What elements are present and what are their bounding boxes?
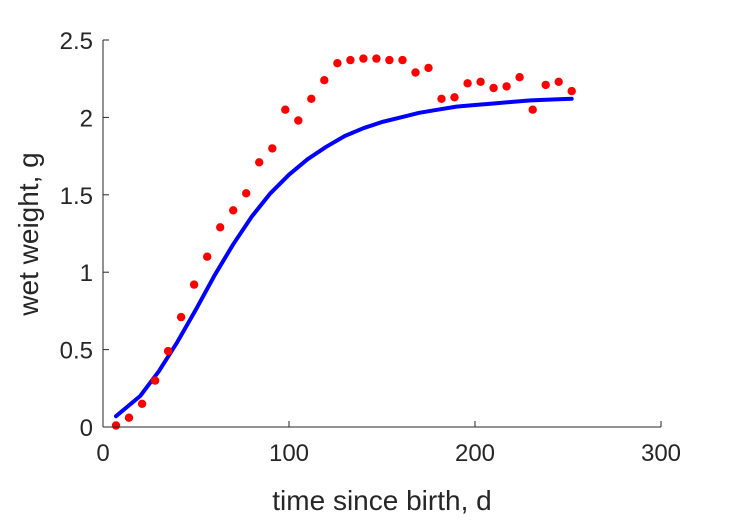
x-tick-label: 0 [96,440,109,467]
data-point [502,82,511,91]
x-tick-label: 300 [641,440,681,467]
data-point [294,116,303,125]
data-point [463,79,472,88]
data-point [150,376,160,385]
data-point [229,206,238,215]
data-point [528,105,537,114]
data-point [411,68,420,77]
y-tick-label: 0 [80,415,93,442]
data-point [489,83,498,93]
y-tick-label: 1 [80,260,93,287]
x-tick-label: 200 [455,440,495,467]
data-point [385,55,394,65]
y-tick-labels: 0 0.5 1 1.5 2 2.5 [60,28,93,442]
data-point [437,94,446,104]
data-point [203,252,212,261]
y-tick-label: 0.5 [60,338,93,365]
data-point [541,80,550,90]
data-point [189,280,199,289]
data-point [554,77,563,87]
data-point [476,77,485,87]
data-point [450,93,459,102]
data-point [307,94,316,104]
y-tick-label: 2.5 [60,28,93,55]
model-fit-line [114,96,574,419]
data-point [124,413,134,422]
data-point [268,144,277,153]
data-point [216,223,225,232]
y-tick-label: 2 [80,105,93,132]
data-point [515,73,524,82]
data-point [359,54,368,63]
data-point [424,63,433,73]
data-point [137,399,147,408]
data-point [398,55,407,65]
data-point [111,421,121,430]
data-point [346,55,355,65]
data-point [281,105,290,114]
x-axis-label: time since birth, d [272,485,491,516]
data-point [333,59,342,68]
x-tick-labels: 0 100 200 300 [96,440,681,467]
data-point [176,312,186,322]
y-axis-label: wet weight, g [13,152,44,316]
data-point [242,189,251,198]
data-point [372,54,381,63]
tick-marks [102,39,662,428]
plot-area [111,54,576,430]
data-point [567,86,576,96]
y-tick-label: 1.5 [60,183,93,210]
data-point [255,158,264,167]
x-tick-label: 100 [269,440,309,467]
data-point [163,346,173,356]
data-point [320,76,329,85]
axes [102,40,661,428]
